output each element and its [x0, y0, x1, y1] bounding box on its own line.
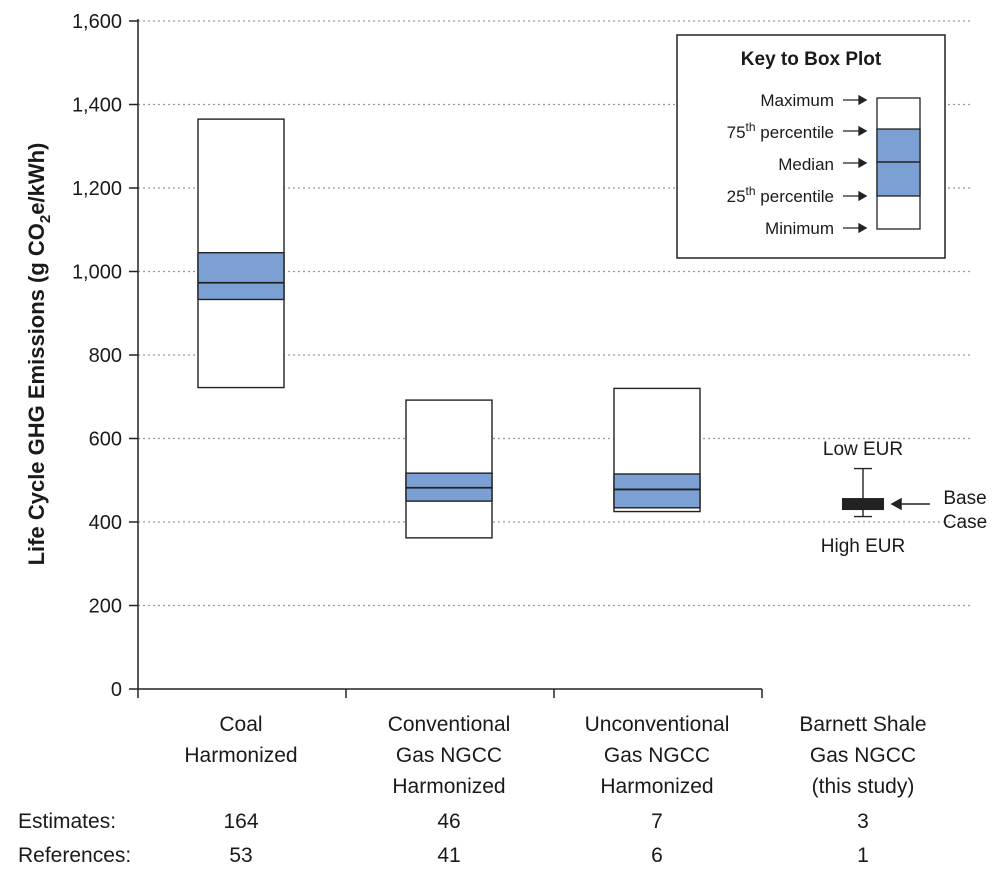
count-rows: 164 53 46 41 7 6 3 1	[223, 810, 868, 867]
x-axis	[137, 688, 763, 698]
estimates-value: 46	[437, 810, 460, 833]
x-tick-label: Conventional	[388, 713, 511, 736]
high-eur-label: High EUR	[821, 536, 905, 557]
barnett-range	[842, 467, 884, 518]
y-tick-label: 1,000	[72, 262, 122, 284]
references-value: 6	[651, 844, 663, 867]
box-iqr	[197, 252, 285, 301]
key-maximum-label: Maximum	[760, 91, 834, 110]
y-tick-label: 1,400	[72, 95, 122, 117]
boxes	[197, 118, 884, 539]
y-axis: 0 200 400 600 800 1,000 1,200 1,400 1,600	[72, 11, 139, 701]
references-value: 53	[229, 844, 252, 867]
key-title: Key to Box Plot	[741, 49, 882, 70]
x-tick-label: Harmonized	[184, 744, 297, 767]
base-case-label-line1: Base	[943, 488, 986, 509]
key-box: Key to Box Plot Maximum 75th percentile …	[676, 34, 946, 259]
key-75th-label: 75th percentile	[727, 120, 834, 142]
x-tick-label: Gas NGCC	[396, 744, 502, 767]
x-tick-label: Harmonized	[600, 775, 713, 798]
x-tick-label: Unconventional	[585, 713, 730, 736]
estimates-value: 164	[223, 810, 258, 833]
gridlines	[138, 20, 970, 607]
key-minimum-label: Minimum	[765, 219, 834, 238]
box-range	[405, 399, 493, 539]
y-tick-label: 0	[111, 679, 122, 701]
key-arrows	[843, 94, 868, 234]
y-tick-label: 600	[89, 429, 122, 451]
y-tick-label: 1,600	[72, 11, 122, 33]
box-2	[613, 387, 701, 513]
y-tick-label: 1,200	[72, 178, 122, 200]
references-row-label: References:	[18, 844, 131, 867]
y-tick-label: 800	[89, 345, 122, 367]
x-tick-labels: Coal Harmonized Conventional Gas NGCC Harmon…	[184, 713, 926, 798]
key-median-label: Median	[778, 155, 834, 174]
references-value: 41	[437, 844, 460, 867]
base-case-arrow	[890, 497, 930, 511]
box-iqr	[613, 473, 701, 509]
key-25th-label: 25th percentile	[727, 184, 834, 206]
references-value: 1	[857, 844, 869, 867]
x-tick-label: Gas NGCC	[604, 744, 710, 767]
y-tick-label: 200	[89, 596, 122, 618]
estimates-row-label: Estimates:	[18, 810, 116, 833]
box-1	[405, 399, 493, 539]
estimates-value: 3	[857, 810, 869, 833]
base-case-label-line2: Case	[943, 512, 987, 533]
x-tick-label: Barnett Shale	[799, 713, 926, 736]
box-0	[197, 118, 285, 389]
x-tick-label: Coal	[219, 713, 262, 736]
y-axis-label: Life Cycle GHG Emissions (g CO2e/kWh)	[24, 143, 54, 566]
estimates-value: 7	[651, 810, 663, 833]
base-case-mark	[842, 498, 884, 511]
x-tick-label: Gas NGCC	[810, 744, 916, 767]
low-eur-label: Low EUR	[823, 439, 903, 460]
y-tick-label: 400	[89, 512, 122, 534]
x-tick-label: (this study)	[812, 775, 915, 798]
x-tick-label: Harmonized	[392, 775, 505, 798]
